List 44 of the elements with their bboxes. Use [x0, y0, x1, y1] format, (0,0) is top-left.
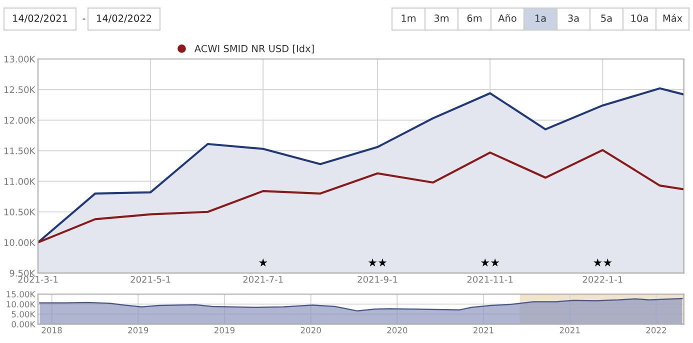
text: 5a	[601, 14, 612, 22]
y-tick-label: 10.50K	[4, 208, 36, 216]
text: 1m	[402, 14, 416, 22]
x-tick-label: 2022-1-1	[582, 276, 622, 283]
x-tick-label: 2020	[387, 327, 408, 334]
text: -	[82, 18, 86, 20]
x-tick-label: 2019	[214, 327, 235, 334]
x-tick-label: 2021-7-1	[243, 276, 283, 283]
text: 1a	[535, 14, 546, 22]
x-tick-label: 2021-9-1	[358, 276, 398, 283]
y-tick-label: 11.00K	[4, 178, 36, 185]
y-tick-label: 13.00K	[4, 56, 36, 63]
y-tick-label: 10.00K	[4, 239, 36, 246]
text: 14/02/2022	[97, 14, 152, 23]
x-tick-label: 2020	[300, 327, 321, 334]
text: 6m	[467, 14, 482, 22]
annotation: ★★	[593, 258, 612, 267]
x-tick-label: 2022	[646, 327, 666, 334]
x-tick-label: 2021-3-1	[18, 276, 58, 283]
y-tick-label: 11.50K	[4, 147, 36, 154]
line-series	[38, 149, 684, 244]
text: Máx	[663, 14, 682, 22]
annotation: ★	[258, 258, 268, 267]
y-tick-label: 12.50K	[4, 86, 36, 94]
text: Año	[498, 14, 516, 22]
y-tick-label: 15.00K	[6, 291, 36, 298]
text: 10a	[631, 14, 648, 22]
legend-label: ACWI SMID NR USD [Idx]	[194, 44, 314, 54]
x-tick-label: 2021-5-1	[130, 276, 170, 283]
x-tick-label: 2021	[560, 327, 580, 334]
x-tick-label: 2018	[42, 327, 62, 334]
y-tick-label: 9.50K	[10, 270, 36, 277]
y-tick-label: 0.00K	[12, 321, 36, 328]
x-tick-label: 2019	[128, 327, 148, 334]
y-tick-label: 12.00K	[4, 116, 36, 124]
text: 3a	[568, 14, 579, 22]
y-tick-label: 10.00K	[6, 301, 36, 308]
annotation: ★★	[368, 258, 387, 267]
y-tick-label: 5.00K	[12, 311, 36, 318]
annotation: ★★	[480, 258, 500, 267]
text: 14/02/2021	[13, 14, 68, 23]
x-tick-label: 2021-11-1	[467, 276, 513, 283]
x-tick-label: 2021	[474, 327, 494, 334]
text: 3m	[434, 14, 449, 22]
